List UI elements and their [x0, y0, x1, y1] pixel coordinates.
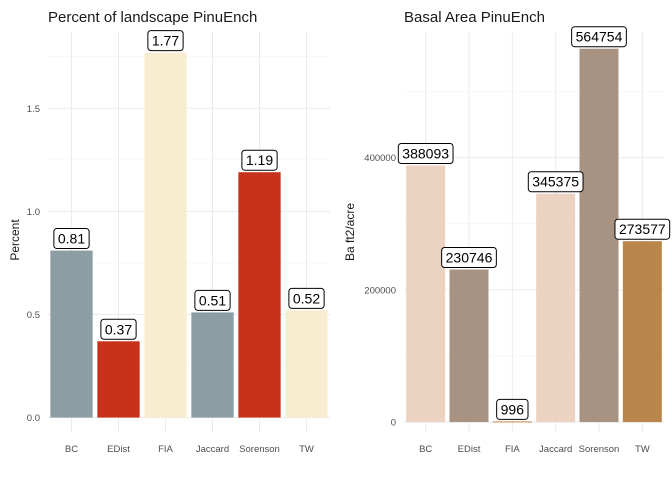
x-tick-label: Jaccard	[539, 444, 572, 455]
data-label: 564754	[576, 29, 623, 45]
bar-jaccard	[536, 193, 576, 423]
bar-sorenson	[579, 48, 619, 423]
y-tick-label: 0.5	[27, 310, 40, 321]
data-label-box	[496, 398, 529, 420]
bar-edist	[449, 269, 489, 423]
y-axis-title: Percent	[8, 219, 22, 261]
y-tick-label: 1.5	[27, 104, 40, 115]
data-label-box	[241, 149, 278, 171]
data-labels: 388093 230746 996 345375 564754 273577	[397, 26, 671, 420]
y-tick-label: 1.0	[27, 207, 40, 218]
bar-fia	[492, 421, 532, 423]
data-label: 388093	[402, 145, 449, 161]
data-label: 1.19	[246, 152, 273, 168]
data-label: 345375	[532, 174, 579, 190]
data-label-box	[147, 30, 184, 52]
x-tick-label: TW	[299, 444, 314, 455]
data-label-box	[441, 247, 497, 269]
bar-tw	[285, 310, 328, 418]
data-label-box	[571, 26, 627, 48]
data-label-box	[614, 218, 671, 240]
bar-fia	[144, 52, 187, 418]
x-tick-label: Sorenson	[239, 444, 280, 455]
data-label-box	[288, 287, 325, 309]
bar-jaccard	[191, 312, 234, 418]
x-tick-label: TW	[635, 444, 650, 455]
chart-title: Percent of landscape PinuEnch	[48, 9, 257, 26]
data-label: 0.51	[199, 292, 226, 308]
data-label: 1.77	[152, 33, 179, 49]
bars	[406, 48, 662, 423]
bar-bc	[406, 165, 446, 423]
y-tick-label: 0	[391, 418, 396, 429]
percent-panel: Percent of landscape PinuEnch Percent 0.…	[8, 9, 330, 455]
basal-area-panel: Basal Area PinuEnch Ba ft2/acre 0 200000 4…	[343, 9, 671, 455]
x-tick-label: BC	[419, 444, 432, 455]
chart-title: Basal Area PinuEnch	[404, 9, 545, 26]
data-label: 996	[501, 401, 525, 417]
data-labels: 0.81 0.37 1.77 0.51 1.19 0.52	[53, 30, 325, 340]
data-label-box	[397, 142, 454, 164]
data-label: 273577	[619, 221, 666, 237]
tick-labels: 0 200000 400000 BC EDist FIA Jaccard Sorenson TW	[364, 153, 649, 455]
bar-edist	[97, 341, 140, 418]
data-label: 0.52	[293, 290, 320, 306]
data-label-box	[100, 318, 137, 340]
bar-bc	[50, 250, 93, 418]
x-tick-label: Sorenson	[579, 444, 620, 455]
data-label: 0.37	[105, 321, 132, 337]
y-tick-label: 400000	[364, 153, 396, 164]
x-tick-label: BC	[65, 444, 78, 455]
y-axis-title: Ba ft2/acre	[343, 203, 357, 261]
bars	[50, 52, 328, 418]
data-label-box	[194, 289, 231, 311]
x-tick-label: EDist	[107, 444, 130, 455]
tick-labels: 0.0 0.5 1.0 1.5 BC EDist FIA Jaccard Sorenson TW	[27, 104, 314, 455]
data-label: 0.81	[58, 231, 85, 247]
y-tick-label: 0.0	[27, 413, 40, 424]
data-label-box	[53, 228, 90, 250]
y-tick-label: 200000	[364, 285, 396, 296]
x-tick-label: FIA	[505, 444, 520, 455]
data-label: 230746	[446, 250, 493, 266]
x-tick-label: EDist	[458, 444, 481, 455]
x-tick-label: FIA	[158, 444, 173, 455]
x-tick-label: Jaccard	[196, 444, 229, 455]
bar-sorenson	[238, 172, 281, 418]
bar-tw	[622, 241, 662, 423]
data-label-box	[527, 171, 584, 193]
